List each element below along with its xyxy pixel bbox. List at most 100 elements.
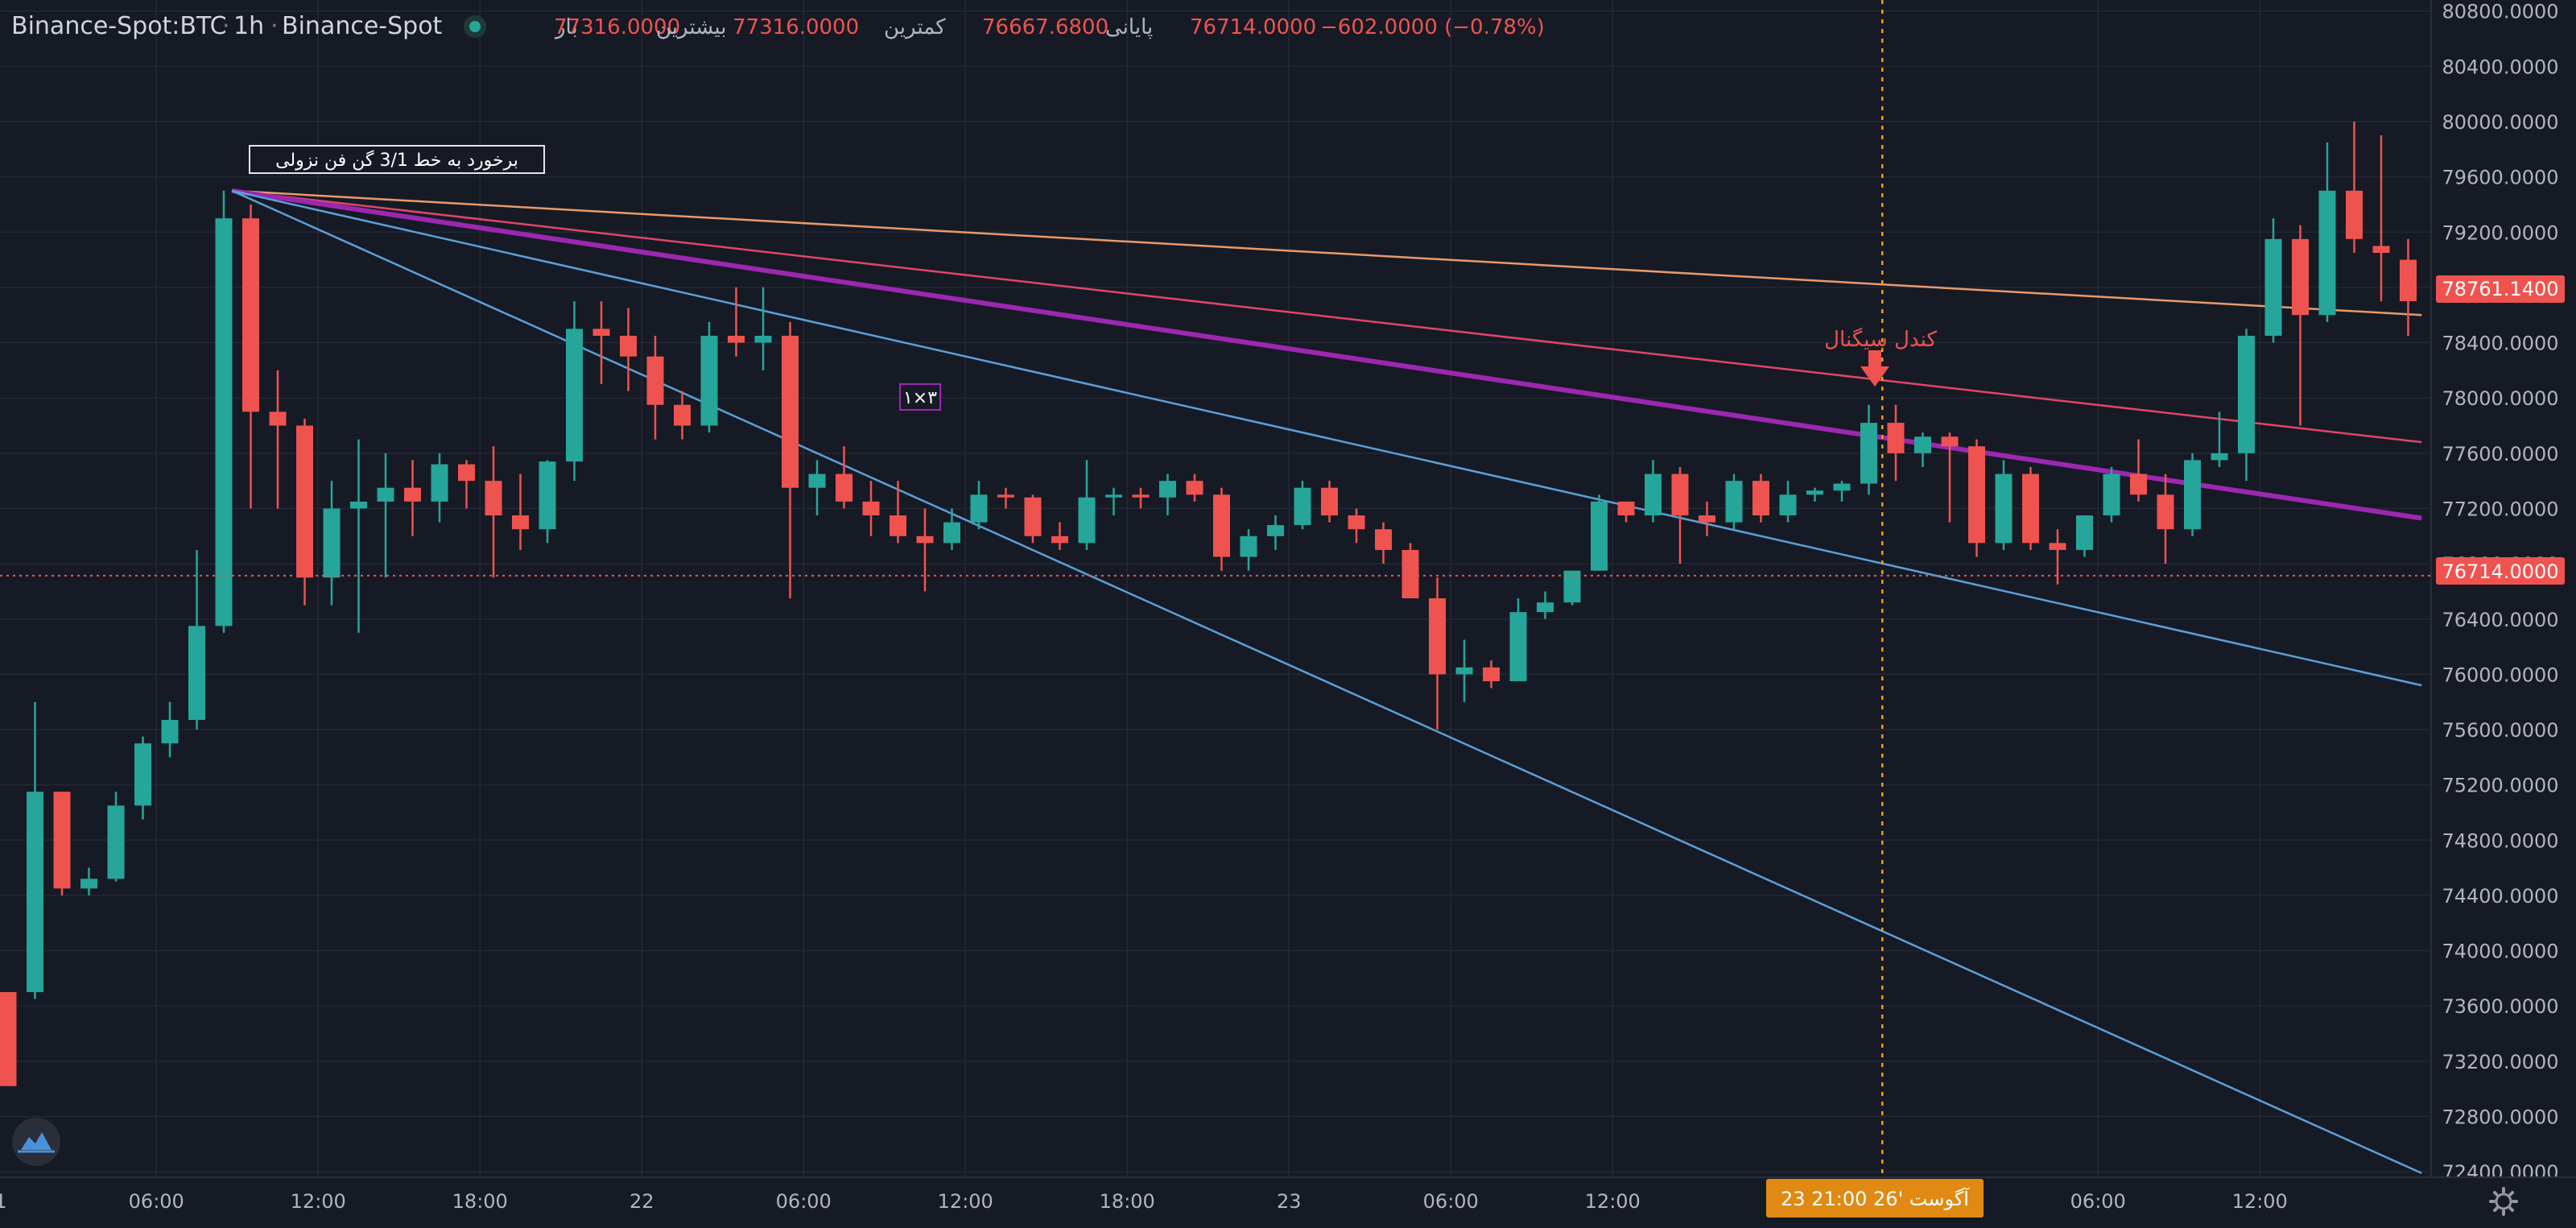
- candle-up[interactable]: [1645, 460, 1662, 523]
- candle-up[interactable]: [2238, 329, 2255, 482]
- candle-up[interactable]: [1537, 591, 1554, 619]
- candle-down[interactable]: [2049, 529, 2066, 585]
- candle-up[interactable]: [188, 549, 205, 730]
- candle-up[interactable]: [1509, 598, 1527, 681]
- signal-annotation[interactable]: کندل سیگنال: [1824, 327, 1937, 387]
- candle-up[interactable]: [431, 453, 448, 523]
- candle-down[interactable]: [296, 418, 313, 606]
- candle-down[interactable]: [592, 301, 610, 385]
- candle-up[interactable]: [1833, 481, 1851, 502]
- candle-up[interactable]: [323, 481, 341, 606]
- candle-down[interactable]: [1483, 660, 1500, 688]
- candle-down[interactable]: [836, 446, 852, 509]
- candle-up[interactable]: [808, 460, 826, 516]
- candle-down[interactable]: [1968, 439, 1985, 557]
- candle-down[interactable]: [2130, 439, 2147, 502]
- candle-up[interactable]: [1105, 487, 1122, 516]
- candle-up[interactable]: [2264, 218, 2282, 343]
- candle-down[interactable]: [2400, 238, 2417, 336]
- candle-up[interactable]: [1591, 494, 1608, 571]
- candle-up[interactable]: [1240, 529, 1257, 571]
- candle-down[interactable]: [2372, 135, 2390, 302]
- time-axis-panel[interactable]: [0, 1177, 2576, 1224]
- candle-up[interactable]: [1455, 639, 1473, 702]
- candle-down[interactable]: [1132, 487, 1150, 509]
- candle-down[interactable]: [916, 508, 934, 592]
- candle-down[interactable]: [53, 792, 71, 895]
- candle-up[interactable]: [2318, 142, 2336, 322]
- candle-up[interactable]: [377, 453, 394, 578]
- tradingview-logo-icon[interactable]: [12, 1118, 60, 1166]
- candle-up[interactable]: [2184, 453, 2201, 536]
- candle-up[interactable]: [943, 508, 960, 550]
- candle-down[interactable]: [512, 473, 529, 550]
- candle-down[interactable]: [674, 391, 691, 440]
- candle-down[interactable]: [1024, 494, 1042, 544]
- candle-down[interactable]: [1213, 487, 1230, 571]
- candle-down[interactable]: [1429, 577, 1446, 730]
- candle-up[interactable]: [215, 190, 233, 633]
- candle-up[interactable]: [350, 439, 367, 633]
- candle-up[interactable]: [134, 736, 151, 820]
- candle-down[interactable]: [646, 335, 664, 440]
- candle-up[interactable]: [1159, 473, 1176, 516]
- candle-down[interactable]: [485, 446, 502, 578]
- candle-down[interactable]: [1402, 543, 1419, 599]
- gear-icon[interactable]: [2489, 1187, 2518, 1216]
- candle-down[interactable]: [269, 370, 287, 509]
- candle-up[interactable]: [1267, 515, 1284, 550]
- candle-up[interactable]: [2103, 466, 2120, 523]
- candle-up[interactable]: [1779, 481, 1797, 523]
- candle-down[interactable]: [1887, 404, 1905, 482]
- candle-up[interactable]: [107, 792, 125, 882]
- candle-up[interactable]: [1806, 487, 1823, 502]
- header-legend[interactable]: Binance-Spot:BTC · 1h · Binance-Spot باز…: [11, 12, 1545, 40]
- candle-up[interactable]: [80, 867, 97, 895]
- ratio-label[interactable]: ۱×۳: [899, 383, 941, 411]
- candle-up[interactable]: [700, 321, 718, 433]
- candle-down[interactable]: [1699, 501, 1715, 536]
- candle-down[interactable]: [1348, 508, 1365, 544]
- candle-down[interactable]: [242, 204, 259, 509]
- candle-down[interactable]: [2346, 122, 2363, 254]
- candle-down[interactable]: [2157, 473, 2174, 564]
- candle-up[interactable]: [1914, 432, 1931, 467]
- candle-up[interactable]: [27, 701, 43, 999]
- candle-down[interactable]: [782, 321, 799, 599]
- candle-down[interactable]: [458, 460, 475, 509]
- candle-up[interactable]: [161, 701, 179, 758]
- fan-note-annotation[interactable]: برخورد به خط 3/1 گن فن نزولی: [249, 145, 545, 174]
- candle-up[interactable]: [1995, 460, 2013, 550]
- candle-down[interactable]: [890, 481, 906, 544]
- candle-down[interactable]: [862, 481, 880, 536]
- candle-down[interactable]: [1941, 432, 1959, 523]
- candle-up[interactable]: [2076, 515, 2093, 557]
- interval-label[interactable]: 1h: [233, 12, 264, 40]
- candle-down[interactable]: [1186, 473, 1203, 502]
- candle-up[interactable]: [1078, 460, 1096, 550]
- candle-down[interactable]: [997, 487, 1014, 509]
- candle-down[interactable]: [1752, 473, 1769, 523]
- candle-up[interactable]: [1294, 481, 1311, 530]
- candle-down[interactable]: [728, 287, 745, 357]
- candle-down[interactable]: [1671, 466, 1689, 564]
- candle-down[interactable]: [620, 308, 637, 391]
- candle-down[interactable]: [0, 992, 17, 1086]
- candle-up[interactable]: [2211, 411, 2228, 467]
- candle-down[interactable]: [1375, 522, 1392, 564]
- candle-layer[interactable]: [0, 122, 2417, 1086]
- candle-up[interactable]: [1860, 404, 1877, 495]
- candle-up[interactable]: [1725, 473, 1743, 530]
- candle-down[interactable]: [404, 460, 421, 536]
- candle-down[interactable]: [2022, 466, 2039, 550]
- status-dot-icon[interactable]: [464, 15, 486, 38]
- candle-up[interactable]: [754, 287, 772, 370]
- candle-down[interactable]: [1321, 481, 1338, 523]
- price-axis-panel[interactable]: [2431, 0, 2576, 1224]
- candle-down[interactable]: [2292, 225, 2309, 426]
- candle-up[interactable]: [970, 481, 988, 530]
- candle-down[interactable]: [1617, 501, 1635, 523]
- candle-down[interactable]: [1051, 522, 1068, 550]
